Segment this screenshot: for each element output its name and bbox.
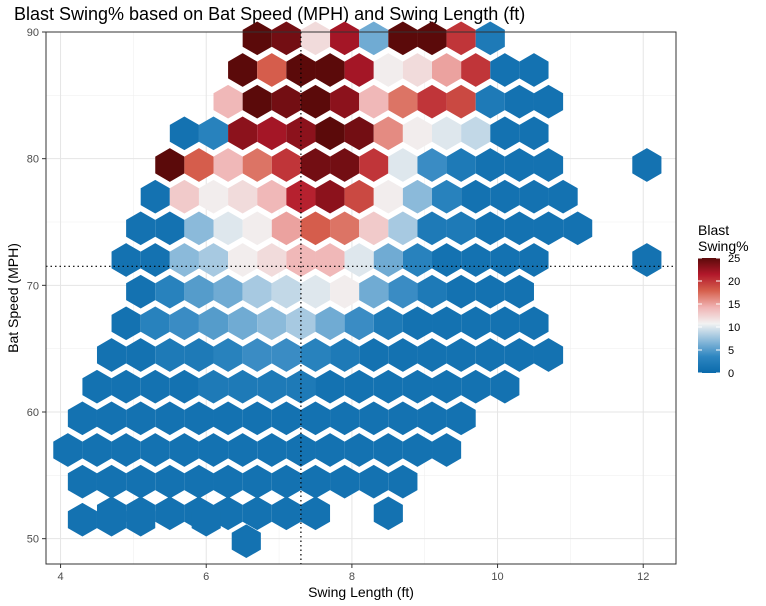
x-tick-label: 12: [637, 571, 649, 583]
x-axis: 4 6 8 10 12: [58, 564, 650, 583]
x-tick-label: 4: [58, 571, 64, 583]
x-tick-label: 10: [491, 571, 503, 583]
y-axis: 50 60 70 80 90: [27, 27, 46, 546]
y-axis-title: Bat Speed (MPH): [5, 243, 21, 353]
x-tick-label: 8: [349, 571, 355, 583]
y-tick-label: 80: [27, 154, 39, 166]
legend-title-line-2: Swing%: [698, 238, 749, 254]
color-legend: Blast Swing% 0 5 10 15 20 25: [698, 222, 749, 380]
legend-tick-label: 15: [728, 299, 740, 311]
legend-colorbar: [698, 258, 720, 373]
legend-tick-label: 0: [728, 368, 734, 380]
y-tick-label: 70: [27, 280, 39, 292]
y-tick-label: 90: [27, 27, 39, 39]
legend-tick-label: 25: [728, 253, 740, 265]
legend-tick-label: 10: [728, 322, 740, 334]
y-tick-label: 50: [27, 534, 39, 546]
plot-area: [46, 22, 676, 564]
x-tick-label: 6: [203, 571, 209, 583]
legend-tick-label: 5: [728, 345, 734, 357]
legend-title-line-1: Blast: [698, 222, 729, 238]
x-axis-title: Swing Length (ft): [308, 584, 414, 600]
legend-tick-label: 20: [728, 276, 740, 288]
y-tick-label: 60: [27, 407, 39, 419]
chart-title: Blast Swing% based on Bat Speed (MPH) an…: [14, 4, 525, 24]
